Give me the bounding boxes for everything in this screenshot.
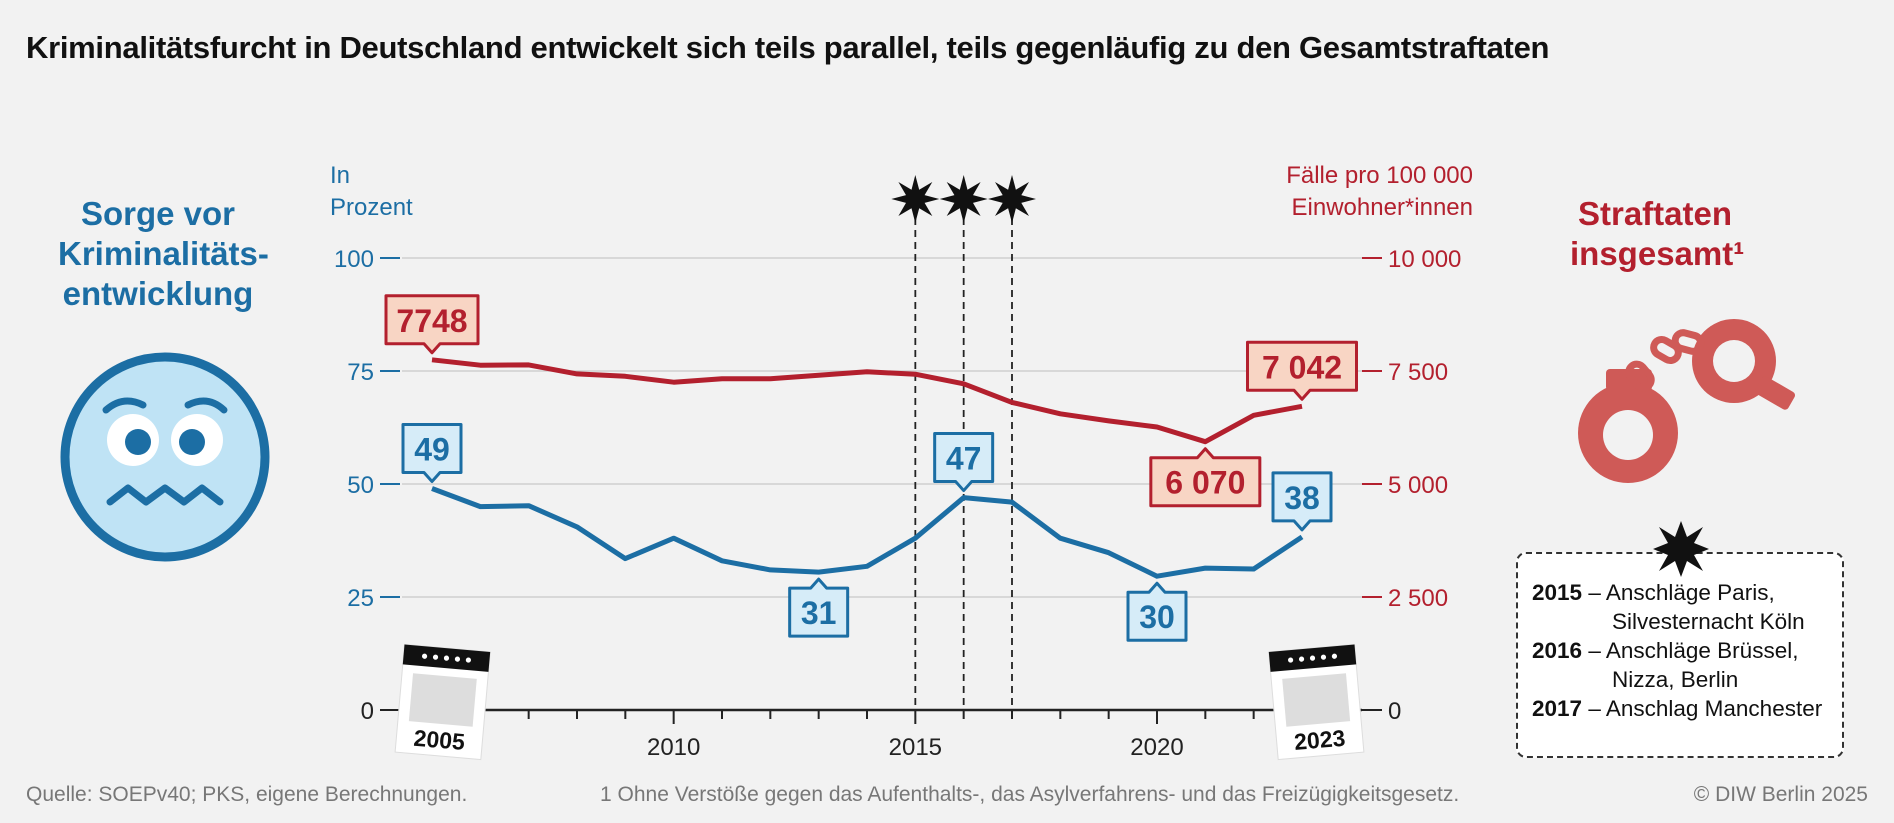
callout-label: 49 xyxy=(414,432,450,468)
left-axis-unit-line: Prozent xyxy=(330,194,413,221)
calendar-ring xyxy=(1298,656,1305,662)
callout-label: 7 042 xyxy=(1262,349,1342,385)
left-tick-label: 25 xyxy=(347,585,374,612)
explosion-icon xyxy=(939,175,988,223)
left-series-label-line: entwicklung xyxy=(62,275,254,312)
calendar-ring xyxy=(454,656,461,662)
left-series-label-line: Sorge vor xyxy=(80,195,236,232)
calendar-body xyxy=(1282,673,1351,727)
calendar-body xyxy=(408,673,477,727)
callout-box xyxy=(384,294,480,355)
right-tick-label: 10 000 xyxy=(1388,246,1461,273)
calendar-year-label: 2023 xyxy=(1293,725,1346,755)
right-tick-label: 2 500 xyxy=(1388,585,1448,612)
right-axis-unit-line: Einwohner*innen xyxy=(1291,194,1473,221)
legend-entry: 2017 – Anschlag Manchester xyxy=(1532,694,1822,724)
legend-text: – Anschlag Manchester xyxy=(1588,696,1823,721)
value-callout: 38 xyxy=(1271,471,1333,532)
legend-text: Nizza, Berlin xyxy=(1612,667,1739,692)
source-note: Quelle: SOEPv40; PKS, eigene Berechnunge… xyxy=(26,783,468,806)
value-callout: 7748 xyxy=(384,294,480,355)
left-axis-unit: In Prozent xyxy=(330,160,413,224)
left-tick-label: 50 xyxy=(347,472,374,499)
value-callout: 31 xyxy=(788,577,850,638)
legend-entry: 2016 – Anschläge Brüssel, xyxy=(1532,636,1798,666)
copyright: © DIW Berlin 2025 xyxy=(1693,783,1868,806)
callout-box xyxy=(401,423,463,484)
event-legend: 2015 – Anschläge Paris, Silvesternacht K… xyxy=(1516,552,1844,758)
callout-label: 47 xyxy=(946,441,982,477)
callout-box xyxy=(1246,340,1358,401)
right-series-label: Straftaten insgesamt¹ xyxy=(1570,194,1745,274)
callout-label: 38 xyxy=(1284,480,1320,516)
legend-entry: Silvesternacht Köln xyxy=(1612,607,1805,637)
legend-text: – Anschläge Brüssel, xyxy=(1588,638,1799,663)
calendar-ring xyxy=(421,653,428,659)
left-tick-label: 75 xyxy=(347,359,374,386)
calendar-icon: 2023 xyxy=(1268,643,1365,761)
calendar-ring xyxy=(1320,654,1327,660)
legend-entry: Nizza, Berlin xyxy=(1612,665,1738,695)
left-series-label: Sorge vor Kriminalitäts- entwicklung xyxy=(58,194,269,314)
calendar-ring xyxy=(432,654,439,660)
legend-text: – Anschläge Paris, xyxy=(1588,580,1775,605)
callout-label: 7748 xyxy=(396,303,467,339)
value-callout: 49 xyxy=(401,423,463,484)
explosion-icon xyxy=(1653,521,1709,577)
callout-label: 31 xyxy=(801,595,837,631)
calendar-year-label: 2005 xyxy=(413,725,466,755)
value-callout: 47 xyxy=(933,432,995,493)
value-callout: 6 070 xyxy=(1149,447,1262,508)
calendar-ring xyxy=(1331,653,1338,659)
calendar-ring xyxy=(465,657,472,663)
crime-series-line xyxy=(431,357,1303,445)
value-callout: 7 042 xyxy=(1246,340,1358,401)
legend-year: 2016 xyxy=(1532,638,1583,663)
left-series-label-line: Kriminalitäts- xyxy=(58,235,269,272)
left-axis-unit-line: In xyxy=(330,162,351,189)
left-tick-label: 0 xyxy=(361,698,374,725)
worried-face-icon xyxy=(60,352,270,562)
legend-year: 2017 xyxy=(1532,696,1583,721)
right-axis-unit-line: Fälle pro 100 000 xyxy=(1286,162,1473,189)
x-tick-label: 2020 xyxy=(1130,734,1183,761)
calendar-ring xyxy=(443,655,450,661)
right-series-label-line: Straftaten xyxy=(1577,195,1733,232)
explosion-icon xyxy=(891,175,940,223)
callout-box xyxy=(788,577,850,638)
right-tick-label: 5 000 xyxy=(1388,472,1448,499)
calendar-ring xyxy=(1309,655,1316,661)
worry-series-line xyxy=(431,486,1304,579)
legend-entry: 2015 – Anschläge Paris, xyxy=(1532,578,1775,608)
left-tick-label: 100 xyxy=(334,246,374,273)
right-tick-label: 7 500 xyxy=(1388,359,1448,386)
right-tick-label: 0 xyxy=(1388,698,1401,725)
callout-box xyxy=(1126,581,1188,642)
x-tick-label: 2015 xyxy=(889,734,942,761)
value-callout: 30 xyxy=(1126,581,1188,642)
callout-box xyxy=(933,432,995,493)
right-axis-unit: Fälle pro 100 000 Einwohner*innen xyxy=(1286,160,1473,224)
x-tick-label: 2010 xyxy=(647,734,700,761)
calendar-ring xyxy=(1287,657,1294,663)
callout-label: 6 070 xyxy=(1165,465,1245,501)
footnote: 1 Ohne Verstöße gegen das Aufenthalts-, … xyxy=(600,783,1460,806)
legend-year: 2015 xyxy=(1532,580,1583,605)
chart-title: Kriminalitätsfurcht in Deutschland entwi… xyxy=(26,30,1550,65)
handcuffs-icon xyxy=(1578,319,1795,483)
right-series-label-line: insgesamt¹ xyxy=(1570,235,1745,272)
callout-box xyxy=(1149,447,1262,508)
explosion-icon xyxy=(988,175,1036,223)
legend-text: Silvesternacht Köln xyxy=(1612,609,1805,634)
callout-box xyxy=(1271,471,1333,532)
callout-label: 30 xyxy=(1139,599,1175,635)
calendar-icon: 2005 xyxy=(394,643,491,761)
